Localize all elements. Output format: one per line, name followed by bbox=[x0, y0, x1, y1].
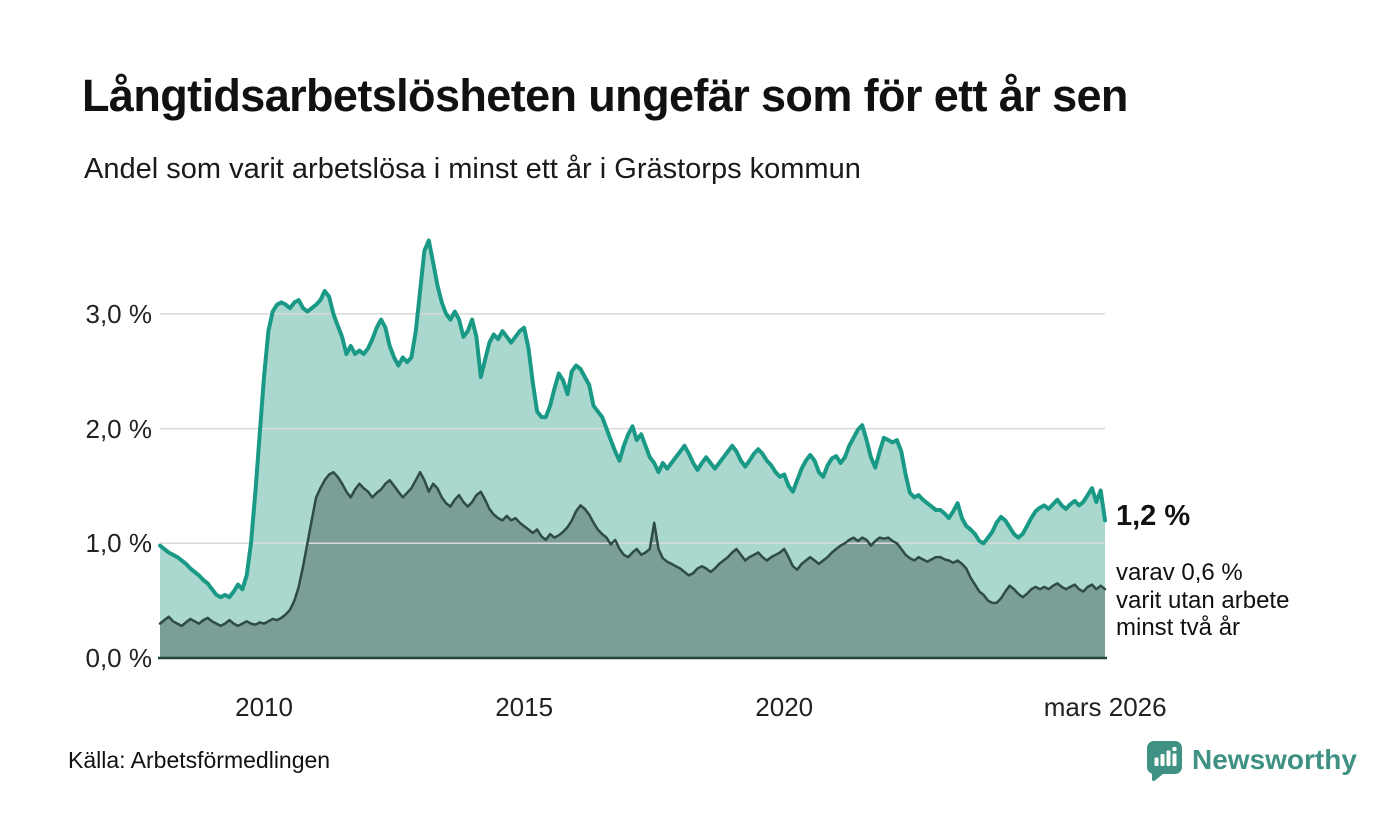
y-axis-label: 2,0 % bbox=[85, 413, 153, 444]
line-minst-tva-ar bbox=[158, 470, 1107, 628]
x-axis-label: 2020 bbox=[755, 692, 814, 722]
latest-value-label: 1,2 % bbox=[1116, 500, 1191, 532]
page-subtitle: Andel som varit arbetslösa i minst ett å… bbox=[84, 153, 861, 185]
y-axis-label: 3,0 % bbox=[85, 298, 153, 329]
x-axis-label: 2015 bbox=[495, 692, 554, 722]
newsworthy-logo-icon bbox=[1147, 741, 1182, 782]
page-title: Långtidsarbetslösheten ungefär som för e… bbox=[82, 70, 1128, 121]
newsworthy-logo-text: Newsworthy bbox=[1192, 744, 1357, 775]
newsworthy-brand: Newsworthy bbox=[1146, 740, 1357, 782]
area-minst-ett-ar bbox=[160, 240, 1105, 658]
secondary-value-note: varav 0,6 % varit utan arbete minst två … bbox=[1116, 559, 1290, 641]
y-axis-label: 1,0 % bbox=[85, 528, 153, 559]
line-minst-ett-ar bbox=[158, 238, 1107, 600]
source-caption: Källa: Arbetsförmedlingen bbox=[68, 747, 331, 773]
x-axis-label: mars 2026 bbox=[1043, 692, 1167, 722]
y-axis-label: 0,0 % bbox=[85, 643, 153, 673]
area-minst-tva-ar bbox=[160, 472, 1105, 658]
x-axis-label: 2010 bbox=[235, 692, 293, 722]
